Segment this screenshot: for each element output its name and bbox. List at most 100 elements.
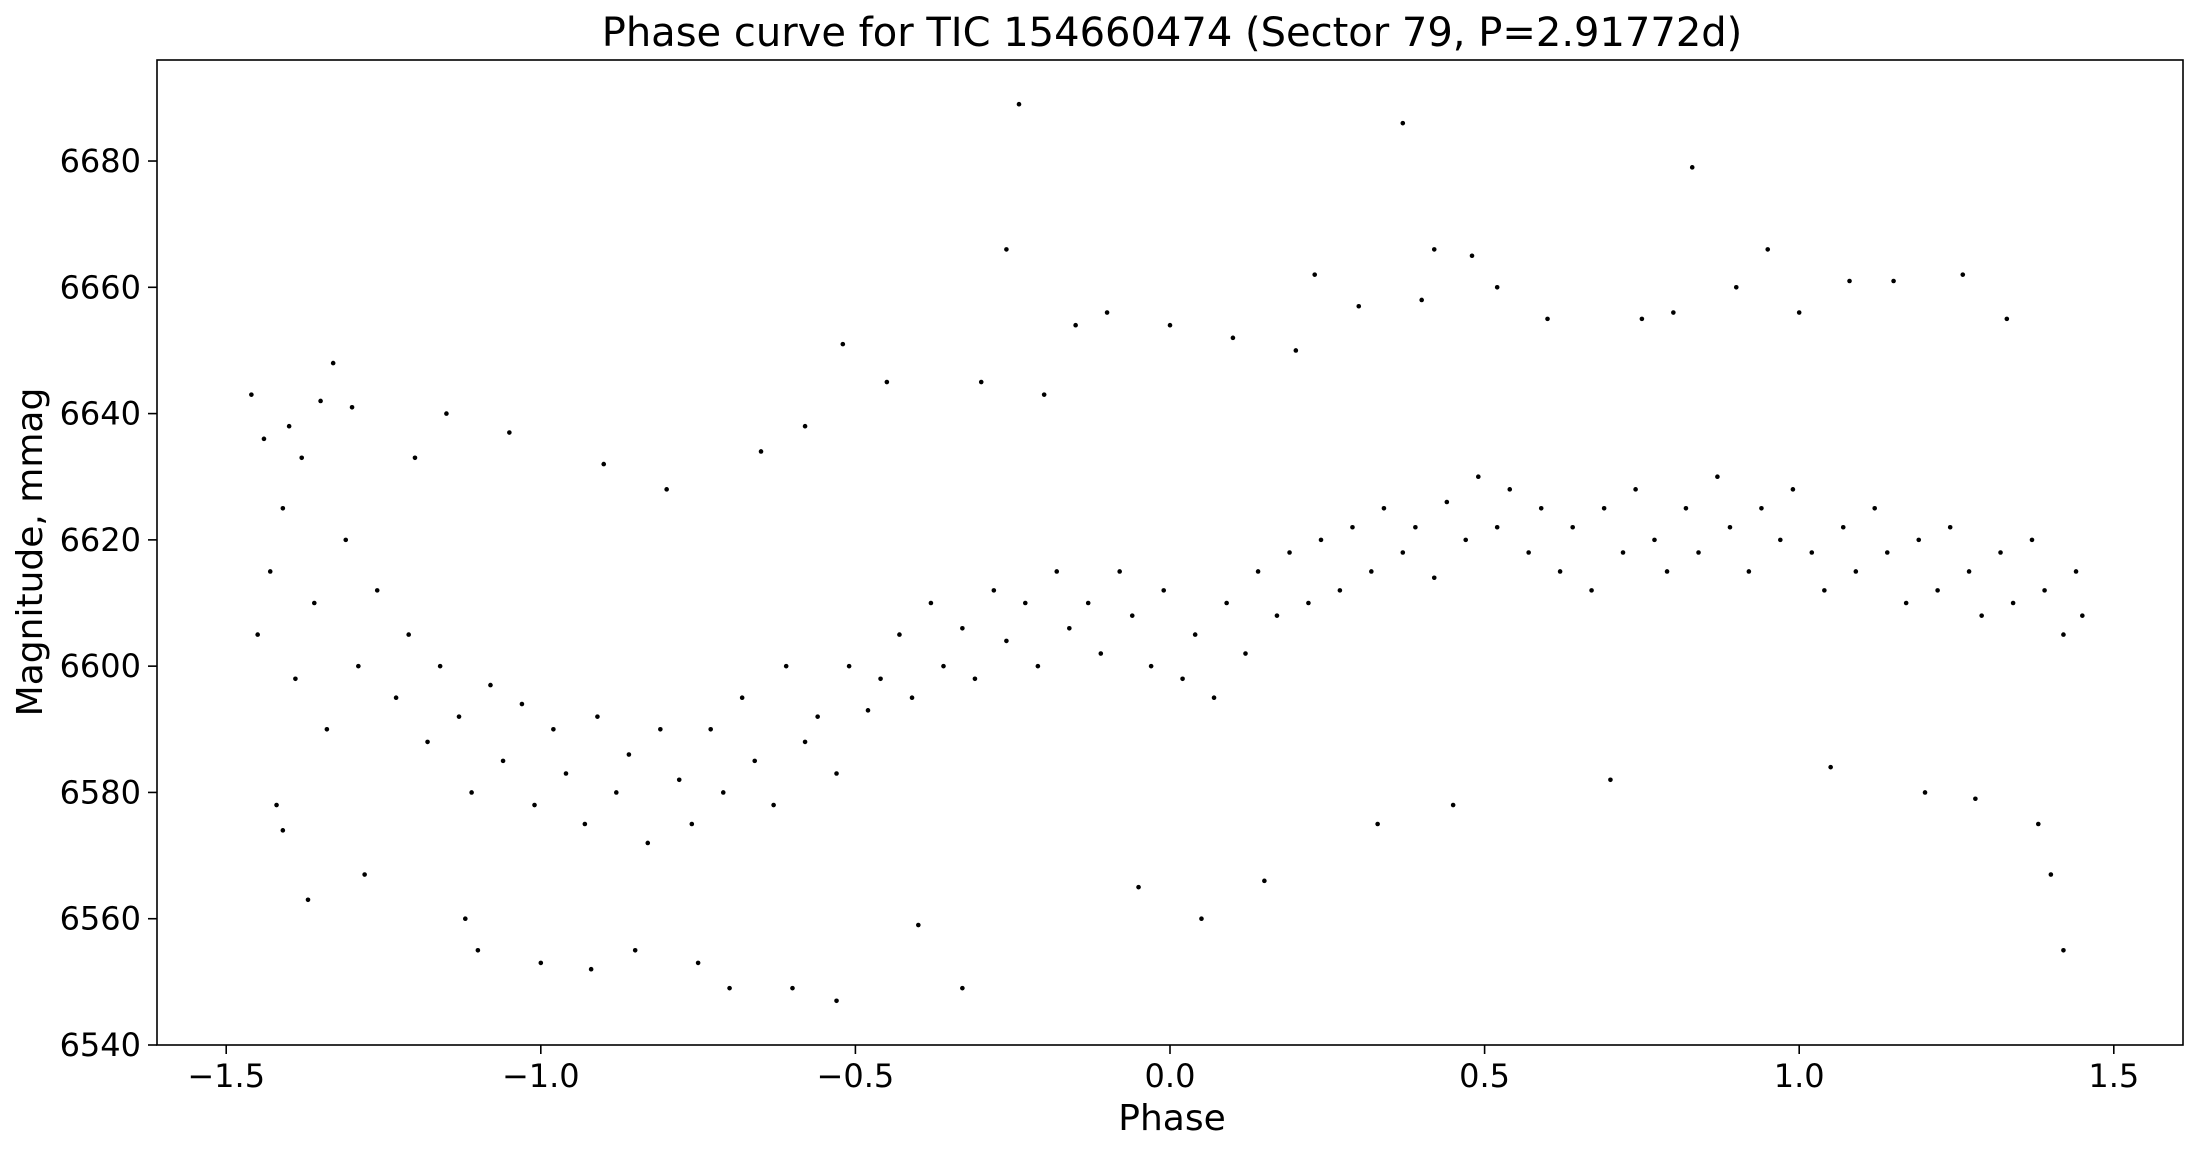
data-point bbox=[1161, 588, 1167, 593]
data-point bbox=[1129, 613, 1135, 618]
data-point bbox=[978, 379, 984, 385]
data-point bbox=[972, 676, 978, 682]
data-point bbox=[1431, 247, 1437, 252]
data-point bbox=[1400, 550, 1406, 555]
data-point bbox=[280, 828, 286, 833]
data-point bbox=[1274, 613, 1280, 618]
data-point bbox=[463, 916, 468, 922]
data-point bbox=[1293, 348, 1299, 353]
data-point bbox=[1790, 487, 1796, 492]
data-point bbox=[727, 985, 732, 991]
data-point bbox=[312, 600, 317, 606]
data-point bbox=[1419, 297, 1424, 303]
data-point bbox=[1444, 499, 1450, 505]
data-point bbox=[1287, 550, 1292, 555]
data-point bbox=[318, 398, 323, 404]
data-point bbox=[425, 739, 430, 745]
data-point bbox=[614, 790, 619, 795]
y-tick-label: 6540 bbox=[60, 1026, 141, 1064]
data-point bbox=[500, 758, 506, 764]
data-point bbox=[488, 682, 493, 688]
data-point bbox=[865, 708, 871, 713]
data-point bbox=[815, 714, 820, 719]
data-point bbox=[2061, 947, 2066, 953]
data-point bbox=[1903, 600, 1909, 606]
data-point bbox=[1067, 625, 1072, 631]
data-point bbox=[1054, 569, 1060, 574]
data-point bbox=[249, 392, 254, 397]
data-point bbox=[632, 947, 638, 953]
data-point bbox=[1689, 165, 1695, 170]
y-tick-label: 6660 bbox=[60, 268, 141, 306]
data-point bbox=[1494, 524, 1500, 530]
data-point bbox=[1545, 316, 1550, 322]
data-point bbox=[1136, 884, 1141, 890]
data-point bbox=[305, 897, 311, 903]
data-point bbox=[916, 922, 921, 928]
data-point bbox=[689, 821, 695, 827]
data-point bbox=[1431, 575, 1437, 581]
data-point bbox=[1306, 600, 1311, 606]
x-tick-label: 0.5 bbox=[1459, 1057, 1510, 1095]
data-point bbox=[1400, 120, 1406, 126]
data-point bbox=[1117, 569, 1122, 574]
data-point bbox=[1230, 335, 1236, 341]
y-tick-label: 6620 bbox=[60, 521, 141, 559]
data-point bbox=[274, 802, 279, 808]
data-point bbox=[362, 872, 367, 877]
data-point bbox=[897, 632, 902, 637]
data-point bbox=[1809, 550, 1815, 555]
x-tick-label: 1.0 bbox=[1774, 1057, 1825, 1095]
data-point bbox=[1557, 569, 1563, 574]
data-point bbox=[884, 379, 890, 385]
data-point bbox=[1085, 600, 1091, 606]
data-point bbox=[1192, 632, 1198, 637]
x-tick-label: 0.0 bbox=[1145, 1057, 1196, 1095]
y-tick-label: 6600 bbox=[60, 647, 141, 685]
data-point bbox=[720, 790, 726, 795]
data-point bbox=[708, 726, 713, 732]
data-point bbox=[1733, 285, 1739, 290]
data-point bbox=[1255, 569, 1261, 574]
data-point bbox=[1413, 524, 1418, 530]
data-point bbox=[563, 771, 569, 776]
data-point bbox=[1639, 316, 1645, 322]
data-point bbox=[1891, 278, 1896, 284]
x-axis-ticks: −1.5 −1.0 −0.5 0.0 0.5 1.0 1.5 bbox=[187, 1045, 2139, 1095]
data-point bbox=[1601, 506, 1607, 511]
data-point bbox=[1350, 524, 1355, 530]
data-point bbox=[299, 455, 305, 461]
data-point bbox=[601, 461, 607, 467]
data-point bbox=[840, 341, 846, 347]
data-point bbox=[1022, 600, 1028, 606]
data-point bbox=[532, 802, 537, 808]
data-points-layer bbox=[249, 101, 2085, 1004]
chart-title: Phase curve for TIC 154660474 (Sector 79… bbox=[602, 10, 1743, 56]
data-point bbox=[1922, 790, 1928, 795]
data-point bbox=[1167, 322, 1173, 328]
data-point bbox=[1375, 821, 1380, 827]
data-point bbox=[1243, 651, 1248, 656]
data-point bbox=[928, 600, 934, 606]
data-point bbox=[267, 569, 273, 574]
y-axis-ticks: 6540 6560 6580 6600 6620 6640 6660 6680 bbox=[60, 142, 157, 1064]
data-point bbox=[261, 436, 267, 442]
data-point bbox=[343, 537, 349, 543]
data-point bbox=[1853, 569, 1859, 574]
data-point bbox=[1979, 613, 1984, 618]
data-point bbox=[1526, 550, 1531, 555]
data-point bbox=[1035, 663, 1041, 669]
data-point bbox=[1847, 278, 1852, 284]
data-point bbox=[1620, 550, 1626, 555]
plot-frame bbox=[156, 59, 2184, 1046]
data-point bbox=[286, 423, 292, 429]
data-point bbox=[752, 758, 758, 764]
data-point bbox=[790, 985, 795, 991]
data-point bbox=[349, 404, 355, 410]
data-point bbox=[1916, 537, 1922, 543]
data-point bbox=[1098, 651, 1104, 656]
data-point bbox=[1356, 303, 1362, 309]
data-point bbox=[695, 960, 701, 966]
